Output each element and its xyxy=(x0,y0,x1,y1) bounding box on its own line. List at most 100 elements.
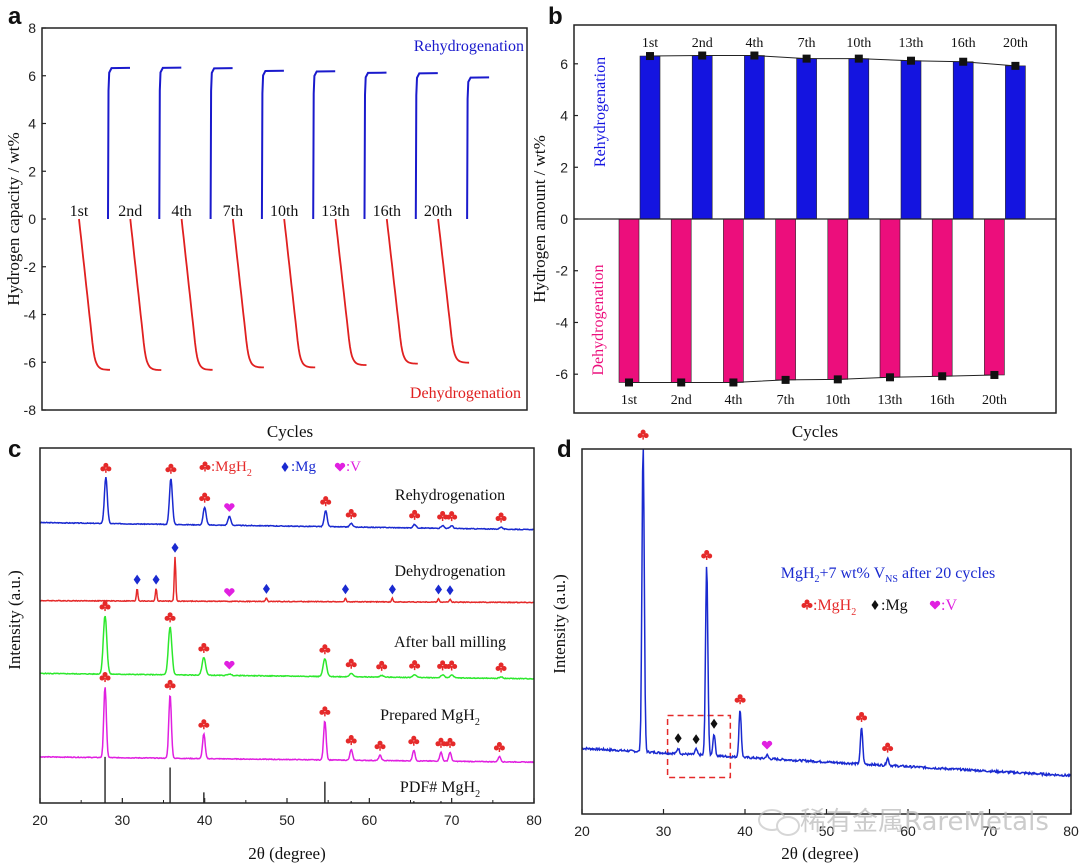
club-lobe xyxy=(351,662,357,668)
club-lobe xyxy=(412,509,418,515)
club-lobe xyxy=(437,514,443,520)
club-lobe xyxy=(99,675,105,681)
club-lobe xyxy=(351,738,357,744)
mgh2-club-icon xyxy=(446,511,458,522)
panel-a-ytick-label: 8 xyxy=(28,20,36,36)
club-lobe xyxy=(199,496,205,502)
club-lobe xyxy=(205,465,211,470)
mgh2-club-icon xyxy=(856,711,868,722)
club-stem xyxy=(450,666,453,671)
dehydrogenation-marker xyxy=(833,375,842,384)
club-lobe xyxy=(202,461,208,467)
rehydrogenation-marker xyxy=(1011,61,1020,70)
panel-d-legend-label-0: :MgH2 xyxy=(813,597,856,618)
club-lobe xyxy=(322,706,328,712)
xrd-pattern-cycled xyxy=(581,449,1072,778)
rehydrogenation-curve xyxy=(158,66,182,220)
legend-icon xyxy=(929,600,941,610)
club-lobe xyxy=(807,603,813,608)
club-lobe xyxy=(198,722,204,728)
mg-diamond-icon xyxy=(434,584,442,595)
panel-c-xtick-label: 60 xyxy=(362,812,378,828)
dehydrogenation-marker xyxy=(677,378,686,387)
panel-d-legend-label-2: :V xyxy=(941,597,957,614)
mgh2-club-icon xyxy=(444,737,456,748)
club-lobe xyxy=(859,711,865,717)
panel-b-ytick-label: 2 xyxy=(560,159,568,175)
club-lobe xyxy=(449,511,455,517)
cycle-label: 7th xyxy=(223,203,243,220)
panel-d-legend-label-0-main: :MgH xyxy=(813,597,852,614)
panel-a-xlabel: Cycles xyxy=(267,422,313,441)
dehydrogenation-marker xyxy=(938,372,947,381)
rehydrogenation-curve xyxy=(363,71,387,220)
dehydrogenation-curve xyxy=(180,218,213,371)
cycle-label: 10th xyxy=(270,203,298,220)
mgh2-club-icon xyxy=(345,735,357,746)
rehydrogenation-marker xyxy=(646,52,654,61)
club-stem xyxy=(324,501,327,507)
club-lobe xyxy=(326,499,332,505)
club-lobe xyxy=(167,612,173,618)
club-lobe xyxy=(495,665,501,671)
club-stem xyxy=(449,743,451,748)
mgh2-club-icon xyxy=(198,719,210,730)
mg-diamond-icon xyxy=(262,583,270,594)
title-part: +7 wt% V xyxy=(820,565,886,582)
panel-c-xtick-label: 20 xyxy=(32,812,48,828)
rehydrogenation-bar xyxy=(900,60,922,220)
club-stem xyxy=(203,498,206,503)
dehydrogenation-curve xyxy=(78,218,110,371)
legend-icon xyxy=(334,462,346,472)
club-lobe xyxy=(320,499,326,505)
rehydrogenation-cycle-label: 13th xyxy=(899,36,924,51)
panel-a-ytick-label: -6 xyxy=(24,354,37,370)
club-lobe xyxy=(411,735,417,741)
rehydrogenation-series-label: Rehydrogenation xyxy=(592,57,609,167)
club-lobe xyxy=(409,513,415,519)
panel-d-xtick-label: 70 xyxy=(982,823,998,839)
cycle-label: 20th xyxy=(424,203,452,220)
mg-diamond-icon xyxy=(133,574,141,585)
dehydrogenation-cycle-label: 16th xyxy=(930,393,955,408)
mgh2-club-icon xyxy=(164,679,176,690)
club-stem xyxy=(642,435,644,440)
dehydrogenation-cycle-label: 20th xyxy=(982,393,1007,408)
club-lobe xyxy=(167,679,173,685)
club-lobe xyxy=(325,647,331,653)
rehydrogenation-cycle-label: 20th xyxy=(1003,36,1028,51)
mg-diamond-icon xyxy=(388,584,396,595)
mgh2-club-icon xyxy=(99,672,111,683)
dehydrogenation-bar xyxy=(618,218,640,383)
club-lobe xyxy=(204,722,210,728)
club-lobe xyxy=(707,553,713,559)
club-lobe xyxy=(498,512,504,518)
club-lobe xyxy=(376,664,382,670)
club-lobe xyxy=(325,709,331,715)
rehydrogenation-cycle-label: 16th xyxy=(951,36,976,51)
rehydrogenation-trend-line xyxy=(649,55,1016,67)
series-label-3-sub: 2 xyxy=(475,717,480,728)
club-lobe xyxy=(170,683,176,689)
v-heart-icon xyxy=(224,503,235,512)
panel-b-ytick-label: -6 xyxy=(556,366,569,382)
panel-a-ytick-label: 6 xyxy=(28,68,36,84)
mgh2-club-icon xyxy=(199,492,211,503)
club-lobe xyxy=(882,746,888,752)
xrd-pattern-dehydrogenation xyxy=(39,556,535,604)
panel-c-xtick-label: 70 xyxy=(444,812,460,828)
dehydrogenation-trend-line xyxy=(629,374,995,383)
rehydrogenation-curve xyxy=(107,66,131,220)
panel-d-frame xyxy=(581,448,1072,815)
dehydrogenation-bar xyxy=(827,218,849,380)
legend-icon xyxy=(281,462,289,472)
panel-c-chart: 20 30 40 50 60 70 80 Rehydrogenation Dehydrogena… xyxy=(32,447,542,828)
panel-c-xtick-label: 30 xyxy=(115,812,131,828)
rehydrogenation-marker xyxy=(750,51,759,60)
club-lobe xyxy=(164,615,170,621)
rehydrogenation-curve xyxy=(209,67,233,220)
legend-label-2-main: :V xyxy=(346,459,361,475)
panel-a-ylabel: Hydrogen capacity / wt% xyxy=(4,132,23,305)
